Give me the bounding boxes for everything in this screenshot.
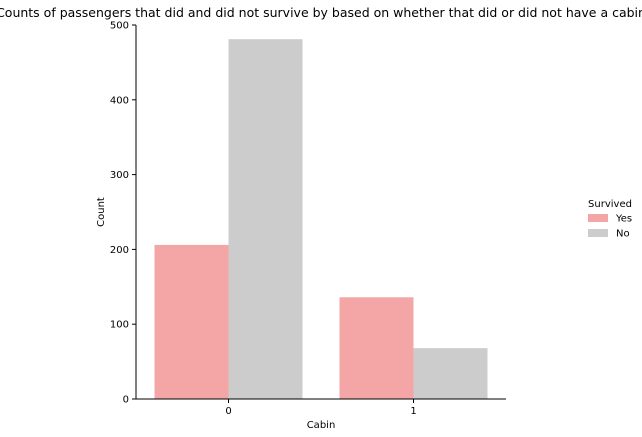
y-tick-label: 300	[110, 170, 129, 181]
legend-title: Survived	[588, 199, 632, 210]
y-tick-label: 400	[110, 95, 129, 106]
x-tick-label: 0	[225, 406, 231, 417]
y-tick-label: 200	[110, 245, 129, 256]
bar-no-cabin-0	[228, 39, 303, 399]
legend-label-yes: Yes	[615, 214, 632, 225]
y-tick-label: 500	[110, 21, 129, 32]
x-axis-label: Cabin	[307, 420, 336, 431]
bar-yes-cabin-0	[154, 244, 229, 399]
legend-label-no: No	[616, 229, 630, 240]
y-tick-label: 0	[123, 395, 129, 406]
bars-group	[154, 39, 488, 399]
y-axis-label: Count	[96, 197, 107, 227]
y-tick-label: 100	[110, 320, 129, 331]
legend-swatch-yes	[588, 214, 608, 222]
bar-yes-cabin-1	[339, 297, 414, 399]
bar-no-cabin-1	[413, 348, 488, 399]
chart-title: Counts of passengers that did and did no…	[0, 5, 642, 20]
y-axis-ticks: 0 100 200 300 400 500	[110, 21, 136, 406]
legend: Survived Yes No	[588, 199, 632, 240]
x-tick-label: 1	[410, 406, 416, 417]
legend-swatch-no	[588, 229, 608, 237]
